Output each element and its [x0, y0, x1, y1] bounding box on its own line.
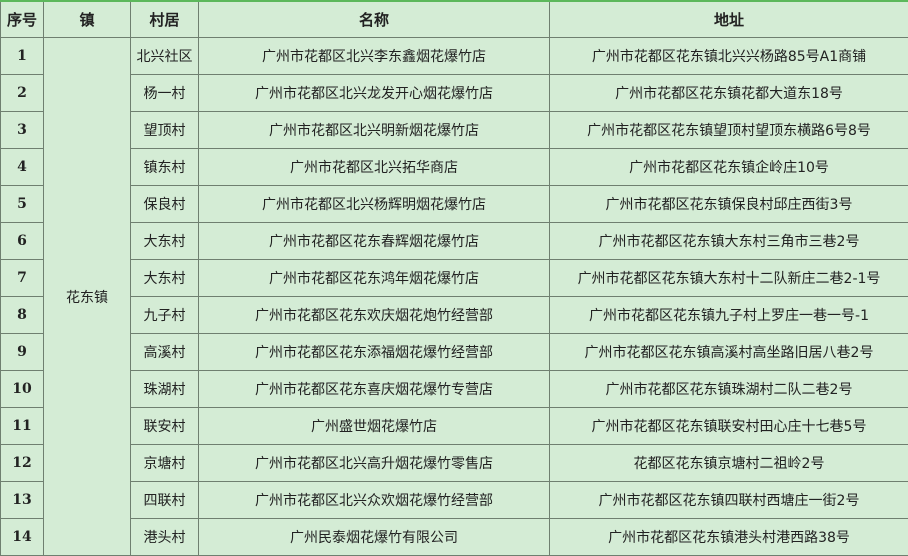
table-row: 7 大东村广州市花都区花东鸿年烟花爆竹店广州市花都区花东镇大东村十二队新庄二巷2-… — [1, 260, 908, 297]
row-village: 大东村 — [131, 223, 199, 260]
row-address: 广州市花都区花东镇保良村邱庄西街3号 — [550, 186, 908, 223]
table-row: 5 保良村广州市花都区北兴杨辉明烟花爆竹店广州市花都区花东镇保良村邱庄西街3号 — [1, 186, 908, 223]
table-row: 4 镇东村广州市花都区北兴拓华商店广州市花都区花东镇企岭庄10号 — [1, 149, 908, 186]
row-address: 花都区花东镇京塘村二祖岭2号 — [550, 445, 908, 482]
row-address: 广州市花都区花东镇北兴兴杨路85号A1商铺 — [550, 38, 908, 75]
row-address: 广州市花都区花东镇大东村三角市三巷2号 — [550, 223, 908, 260]
row-name: 广州市花都区北兴拓华商店 — [199, 149, 550, 186]
header-town: 镇 — [44, 1, 131, 38]
row-village: 联安村 — [131, 408, 199, 445]
header-address: 地址 — [550, 1, 908, 38]
row-address: 广州市花都区花东镇珠湖村二队二巷2号 — [550, 371, 908, 408]
table-row: 13 四联村广州市花都区北兴众欢烟花爆竹经营部广州市花都区花东镇四联村西塘庄一街2… — [1, 482, 908, 519]
row-index: 5 — [1, 186, 44, 223]
row-village: 港头村 — [131, 519, 199, 556]
row-index: 13 — [1, 482, 44, 519]
row-name: 广州市花都区花东喜庆烟花爆竹专营店 — [199, 371, 550, 408]
row-village: 京塘村 — [131, 445, 199, 482]
table-row: 9 高溪村广州市花都区花东添福烟花爆竹经营部广州市花都区花东镇高溪村高坐路旧居八巷… — [1, 334, 908, 371]
row-address: 广州市花都区花东镇企岭庄10号 — [550, 149, 908, 186]
row-address: 广州市花都区花东镇港头村港西路38号 — [550, 519, 908, 556]
row-index: 10 — [1, 371, 44, 408]
header-village: 村居 — [131, 1, 199, 38]
row-index: 2 — [1, 75, 44, 112]
row-index: 3 — [1, 112, 44, 149]
row-name: 广州市花都区北兴高升烟花爆竹零售店 — [199, 445, 550, 482]
header-index: 序号 — [1, 1, 44, 38]
row-name: 广州市花都区北兴众欢烟花爆竹经营部 — [199, 482, 550, 519]
row-address: 广州市花都区花东镇花都大道东18号 — [550, 75, 908, 112]
header-row: 序号 镇 村居 名称 地址 — [1, 1, 908, 38]
row-name: 广州民泰烟花爆竹有限公司 — [199, 519, 550, 556]
row-name: 广州盛世烟花爆竹店 — [199, 408, 550, 445]
table-row: 8 九子村广州市花都区花东欢庆烟花炮竹经营部广州市花都区花东镇九子村上罗庄一巷一号… — [1, 297, 908, 334]
row-address: 广州市花都区花东镇大东村十二队新庄二巷2-1号 — [550, 260, 908, 297]
table-row: 2 杨一村广州市花都区北兴龙发开心烟花爆竹店广州市花都区花东镇花都大道东18号 — [1, 75, 908, 112]
row-address: 广州市花都区花东镇望顶村望顶东横路6号8号 — [550, 112, 908, 149]
row-index: 12 — [1, 445, 44, 482]
row-name: 广州市花都区花东添福烟花爆竹经营部 — [199, 334, 550, 371]
row-name: 广州市花都区北兴李东鑫烟花爆竹店 — [199, 38, 550, 75]
row-village: 大东村 — [131, 260, 199, 297]
row-address: 广州市花都区花东镇四联村西塘庄一街2号 — [550, 482, 908, 519]
table-row: 3 望顶村广州市花都区北兴明新烟花爆竹店广州市花都区花东镇望顶村望顶东横路6号8号 — [1, 112, 908, 149]
row-village: 镇东村 — [131, 149, 199, 186]
row-name: 广州市花都区花东鸿年烟花爆竹店 — [199, 260, 550, 297]
row-village: 望顶村 — [131, 112, 199, 149]
table-row: 12 京塘村广州市花都区北兴高升烟花爆竹零售店花都区花东镇京塘村二祖岭2号 — [1, 445, 908, 482]
row-village: 北兴社区 — [131, 38, 199, 75]
row-index: 11 — [1, 408, 44, 445]
row-village: 杨一村 — [131, 75, 199, 112]
row-name: 广州市花都区北兴明新烟花爆竹店 — [199, 112, 550, 149]
row-index: 8 — [1, 297, 44, 334]
row-address: 广州市花都区花东镇高溪村高坐路旧居八巷2号 — [550, 334, 908, 371]
row-village: 珠湖村 — [131, 371, 199, 408]
header-name: 名称 — [199, 1, 550, 38]
row-index: 9 — [1, 334, 44, 371]
row-address: 广州市花都区花东镇九子村上罗庄一巷一号-1 — [550, 297, 908, 334]
table-row: 14 港头村广州民泰烟花爆竹有限公司广州市花都区花东镇港头村港西路38号 — [1, 519, 908, 556]
row-address: 广州市花都区花东镇联安村田心庄十七巷5号 — [550, 408, 908, 445]
row-index: 6 — [1, 223, 44, 260]
town-cell: 花东镇 — [44, 38, 131, 556]
row-name: 广州市花都区北兴杨辉明烟花爆竹店 — [199, 186, 550, 223]
row-name: 广州市花都区北兴龙发开心烟花爆竹店 — [199, 75, 550, 112]
row-index: 4 — [1, 149, 44, 186]
row-village: 保良村 — [131, 186, 199, 223]
row-name: 广州市花都区花东欢庆烟花炮竹经营部 — [199, 297, 550, 334]
row-index: 1 — [1, 38, 44, 75]
row-village: 四联村 — [131, 482, 199, 519]
row-index: 14 — [1, 519, 44, 556]
table-row: 6 大东村广州市花都区花东春辉烟花爆竹店广州市花都区花东镇大东村三角市三巷2号 — [1, 223, 908, 260]
row-village: 高溪村 — [131, 334, 199, 371]
row-index: 7 — [1, 260, 44, 297]
row-village: 九子村 — [131, 297, 199, 334]
table-row: 11 联安村广州盛世烟花爆竹店广州市花都区花东镇联安村田心庄十七巷5号 — [1, 408, 908, 445]
table-row: 10 珠湖村广州市花都区花东喜庆烟花爆竹专营店广州市花都区花东镇珠湖村二队二巷2号 — [1, 371, 908, 408]
row-name: 广州市花都区花东春辉烟花爆竹店 — [199, 223, 550, 260]
